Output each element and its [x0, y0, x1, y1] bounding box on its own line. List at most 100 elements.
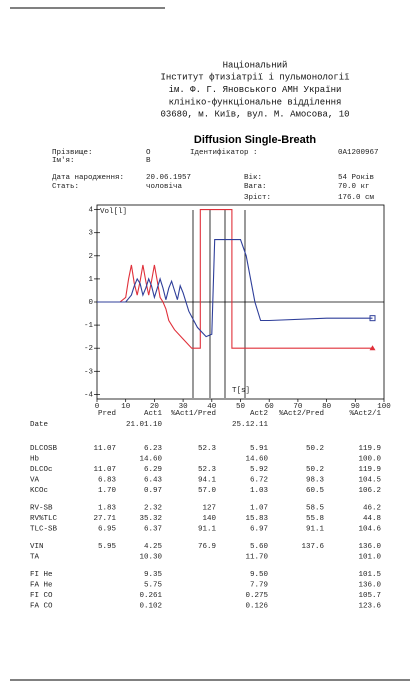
table-cell: 136.0 — [358, 543, 381, 551]
table-cell: 0.97 — [144, 487, 162, 495]
table-cell: 35.32 — [139, 515, 162, 523]
table-cell: 50.2 — [306, 445, 324, 453]
y-tick-label: 0 — [88, 299, 93, 307]
table-cell: 21.01.10 — [126, 421, 163, 429]
table-cell: 94.1 — [198, 476, 217, 484]
table-cell: 6.72 — [250, 476, 268, 484]
table-cell: 137.6 — [301, 543, 324, 551]
table-cell: 104.6 — [358, 525, 381, 533]
x-tick-label: 80 — [322, 403, 332, 411]
row-label: RV%TLC — [30, 515, 58, 523]
table-cell: 0.261 — [139, 592, 162, 600]
table-cell: 11.07 — [93, 445, 116, 453]
table-cell: 46.2 — [363, 504, 381, 512]
table-cell: 44.8 — [363, 515, 381, 523]
patient-value: 54 Років — [338, 173, 374, 182]
table-cell: 6.83 — [98, 476, 117, 484]
table-cell: 1.70 — [98, 487, 117, 495]
row-label: DLCOc — [30, 466, 53, 474]
patient-value: О — [146, 149, 151, 157]
table-cell: 6.97 — [250, 525, 268, 533]
table-cell: 5.91 — [250, 445, 269, 453]
table-cell: 5.95 — [98, 543, 117, 551]
patient-value: 0A1200967 — [338, 149, 379, 157]
table-header: Act1 — [144, 410, 163, 418]
patient-label: Зріст: — [244, 193, 271, 202]
table-cell: 52.3 — [198, 445, 217, 453]
row-label: TLC-SB — [30, 525, 58, 533]
table-cell: 123.6 — [358, 602, 381, 610]
row-label: DLCOSB — [30, 445, 58, 453]
table-header: %Act1/Pred — [171, 410, 216, 418]
y-tick-label: 4 — [88, 207, 93, 215]
table-cell: 27.71 — [93, 515, 116, 523]
table-cell: 119.9 — [358, 445, 381, 453]
table-cell: 136.0 — [358, 581, 381, 589]
patient-value: 70.0 кг — [338, 183, 370, 191]
table-cell: 7.79 — [250, 581, 268, 589]
patient-value: 176.0 см — [338, 194, 375, 202]
y-tick-label: -3 — [84, 368, 94, 376]
patient-label: Дата народження: — [52, 174, 124, 182]
y-axis-label: Vol[l] — [100, 208, 127, 216]
x-tick-label: 100 — [377, 403, 391, 411]
x-tick-label: 90 — [351, 403, 361, 411]
patient-label: Стать: — [52, 183, 79, 191]
table-cell: 60.5 — [306, 487, 325, 495]
table-cell: 6.37 — [144, 525, 162, 533]
x-tick-label: 50 — [236, 403, 246, 411]
table-cell: 2.32 — [144, 504, 162, 512]
row-label: FI He — [30, 571, 53, 579]
x-tick-label: 10 — [121, 403, 131, 411]
table-cell: 0.102 — [139, 602, 162, 610]
table-cell: 1.83 — [98, 504, 117, 512]
table-header: Pred — [98, 410, 116, 418]
x-axis-label: T[s] — [232, 387, 250, 395]
x-tick-label: 0 — [95, 403, 100, 411]
series-line — [97, 209, 373, 349]
table-cell: 15.83 — [245, 515, 268, 523]
table-cell: 140 — [202, 515, 216, 523]
table-cell: 76.9 — [198, 543, 216, 551]
patient-label: Вага: — [244, 183, 267, 191]
y-tick-label: 1 — [88, 276, 93, 284]
table-cell: 14.60 — [245, 455, 268, 463]
table-cell: 50.2 — [306, 466, 324, 474]
patient-value: чоловіча — [146, 182, 183, 191]
table-cell: 9.50 — [250, 571, 269, 579]
table-cell: 5.60 — [250, 543, 269, 551]
header-line: клініко-функціональне відділення — [169, 97, 342, 107]
y-tick-label: -4 — [84, 391, 94, 399]
x-tick-label: 30 — [179, 403, 189, 411]
table-cell: 5.75 — [144, 581, 163, 589]
patient-label: Ім'я: — [52, 157, 75, 165]
y-tick-label: 3 — [88, 230, 93, 238]
table-cell: 104.5 — [358, 476, 381, 484]
end-marker — [369, 345, 376, 351]
patient-label: Прізвище: — [52, 148, 93, 157]
table-cell: 1.03 — [250, 487, 269, 495]
table-cell: 57.0 — [198, 487, 217, 495]
table-cell: 55.8 — [306, 515, 324, 523]
table-cell: 11.07 — [93, 466, 116, 474]
row-label: TA — [30, 553, 40, 561]
table-cell: 25.12.11 — [232, 421, 269, 429]
patient-label: Ідентифікатор : — [190, 148, 258, 157]
table-cell: 101.5 — [358, 571, 381, 579]
header-line: Національний — [223, 60, 288, 70]
row-label: VA — [30, 476, 40, 484]
row-label: FI CO — [30, 592, 53, 600]
table-cell: 5.92 — [250, 466, 268, 474]
y-tick-label: -1 — [84, 322, 94, 330]
table-cell: 101.0 — [358, 553, 381, 561]
table-header: %Act2/Pred — [279, 410, 324, 418]
patient-value: 20.06.1957 — [146, 174, 191, 182]
table-cell: 91.1 — [198, 525, 217, 533]
table-cell: 58.5 — [306, 504, 325, 512]
table-header: Act2 — [250, 410, 268, 418]
table-cell: 4.25 — [144, 543, 163, 551]
table-cell: 1.07 — [250, 504, 268, 512]
table-cell: 6.23 — [144, 445, 163, 453]
marker-lines — [192, 210, 246, 398]
row-label: Hb — [30, 455, 39, 463]
